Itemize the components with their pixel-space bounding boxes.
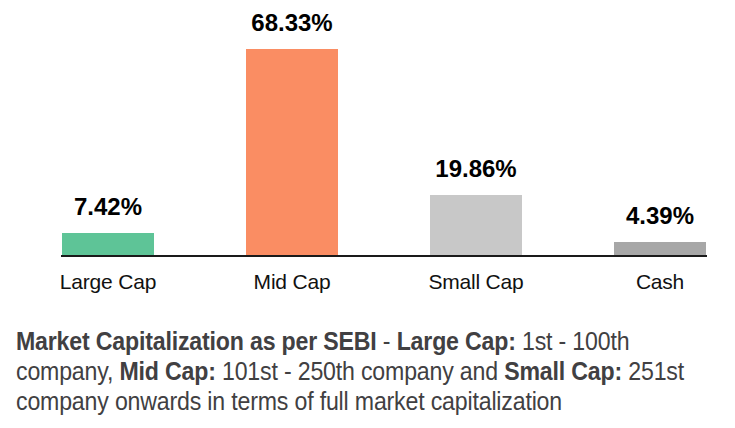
bar-value-label: 19.86% <box>435 155 516 183</box>
footnote-segment: - <box>377 326 397 356</box>
bar-column-large-cap: 7.42% <box>62 193 154 255</box>
category-labels-row: Large Cap Mid Cap Small Cap Cash <box>62 269 706 295</box>
category-label-text: Cash <box>636 269 684 295</box>
footnote-segment: Large Cap: <box>397 326 516 356</box>
market-cap-chart-page: 7.42% 68.33% 19.86% 4.39% Large Cap Mid Cap S… <box>0 0 735 428</box>
category-label-small-cap: Small Cap <box>430 269 522 295</box>
bar-cash <box>614 242 706 255</box>
bar-value-label: 4.39% <box>626 202 694 230</box>
bar-value-label: 7.42% <box>74 193 142 221</box>
bar-value-label: 68.33% <box>251 9 332 37</box>
footnote-segment: 1st - 100th <box>516 326 630 356</box>
bar-mid-cap <box>246 49 338 255</box>
bar-columns: 7.42% 68.33% 19.86% 4.39% <box>62 0 706 255</box>
category-label-text: Small Cap <box>428 269 523 295</box>
category-label-cash: Cash <box>614 269 706 295</box>
footnote-segment: 101st - 250th company and <box>216 356 504 386</box>
bar-column-cash: 4.39% <box>614 202 706 255</box>
footnote: Market Capitalization as per SEBI - Larg… <box>16 326 735 416</box>
bar-column-small-cap: 19.86% <box>430 155 522 255</box>
x-axis-line <box>61 255 707 257</box>
footnote-segment: company, <box>16 356 119 386</box>
footnote-line-1: Market Capitalization as per SEBI - Larg… <box>16 326 684 356</box>
footnote-line-3: company onwards in terms of full market … <box>16 386 684 416</box>
market-cap-bar-chart: 7.42% 68.33% 19.86% 4.39% Large Cap Mid Cap S… <box>0 0 735 300</box>
footnote-segment: Market Capitalization as per SEBI <box>16 326 377 356</box>
bar-column-mid-cap: 68.33% <box>246 9 338 255</box>
category-label-large-cap: Large Cap <box>62 269 154 295</box>
footnote-line-2: company, Mid Cap: 101st - 250th company … <box>16 356 684 386</box>
footnote-segment: 251st <box>622 356 684 386</box>
footnote-segment: Mid Cap: <box>119 356 215 386</box>
footnote-segment: Small Cap: <box>504 356 622 386</box>
footnote-segment: company onwards in terms of full market … <box>16 386 562 416</box>
category-label-text: Mid Cap <box>254 269 331 295</box>
category-label-mid-cap: Mid Cap <box>246 269 338 295</box>
bar-large-cap <box>62 233 154 255</box>
category-label-text: Large Cap <box>60 269 156 295</box>
bar-small-cap <box>430 195 522 255</box>
